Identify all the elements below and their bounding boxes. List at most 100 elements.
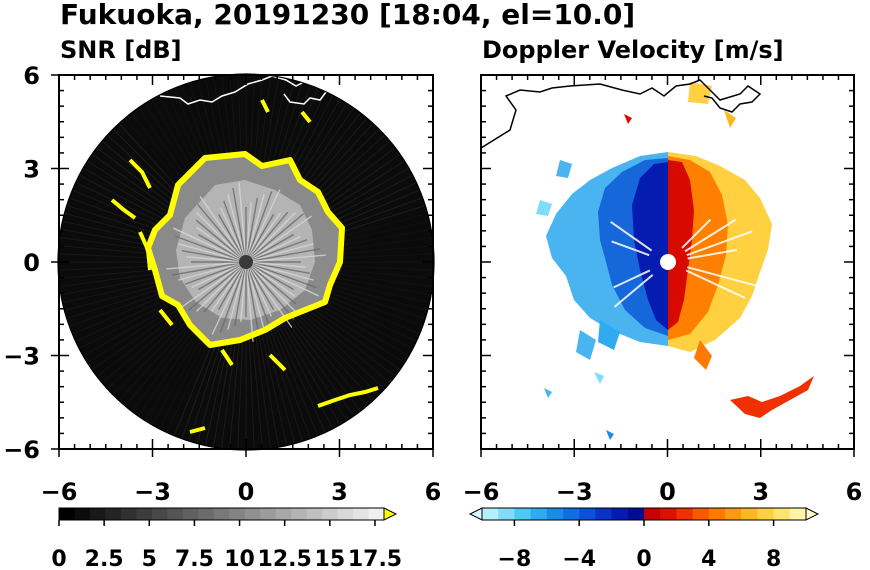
snr-inner-ray: [245, 248, 320, 263]
doppler-colorbar-tick-labels: −8 −4 0 4 8: [498, 547, 782, 570]
snr-inner-ray: [196, 227, 247, 263]
snr-inner-ray: [175, 235, 247, 263]
snr-inner-ray: [180, 261, 247, 309]
snr-inner-ray: [245, 261, 295, 320]
doppler-gap-ray: [687, 266, 761, 288]
snr-colorbar-tick-label: 15: [315, 547, 346, 570]
snr-inner-ray: [245, 261, 269, 324]
snr-y-tick-label: −6: [3, 436, 40, 464]
snr-x-tick-labels: −6 −3 0 3 6: [41, 478, 442, 506]
doppler-colorbar-cell: [725, 508, 742, 520]
snr-colorbar-cell: [182, 508, 199, 520]
snr-inner-ray: [245, 261, 306, 268]
snr-inner-ray: [211, 261, 247, 335]
snr-inner-ray: [232, 188, 247, 263]
snr-inner-ray: [166, 261, 247, 270]
snr-inner-ray: [245, 261, 254, 342]
doppler-coastline: [481, 79, 762, 149]
doppler-gap-ray: [611, 240, 650, 257]
doppler-colorbar-cell: [741, 508, 758, 520]
doppler-colorbar-cell: [563, 508, 580, 520]
doppler-x-tick-label: 6: [846, 478, 863, 506]
snr-colorbar-frame: [58, 507, 385, 521]
snr-inner-ray: [245, 261, 272, 317]
doppler-colorbar-cell: [773, 508, 791, 520]
doppler-colorbar-cell: [676, 508, 694, 520]
snr-colorbar-cell: [136, 508, 153, 520]
doppler-gap-ray: [613, 274, 654, 308]
snr-inner-ray: [220, 207, 247, 263]
snr-inner-ray: [184, 261, 247, 285]
doppler-gap-ray: [686, 230, 753, 257]
snr-inner-ray: [245, 261, 294, 291]
doppler-scattered-echoes: [536, 82, 814, 440]
doppler-colorbar-cell: [789, 508, 807, 520]
doppler-colorbar-cell: [692, 508, 710, 520]
snr-colorbar-tick-label: 0: [51, 547, 66, 570]
doppler-colorbar-cell: [708, 508, 726, 520]
snr-inner-ray: [245, 261, 260, 336]
snr-scattered-echoes: [110, 99, 379, 434]
snr-inner-ray: [234, 261, 247, 327]
snr-colorbar-cell: [229, 508, 246, 520]
doppler-colorbar-cell: [482, 508, 499, 520]
snr-inner-ray: [245, 214, 275, 263]
doppler-colorbar-extend-high: [805, 507, 820, 521]
snr-colorbar-cell: [89, 508, 106, 520]
doppler-colorbar-cell: [757, 508, 775, 520]
snr-inner-ray: [219, 261, 247, 333]
snr-colorbar-cell: [105, 508, 122, 520]
snr-inner-ray: [245, 261, 319, 297]
snr-x-tick-label: 3: [331, 478, 348, 506]
figure-title: Fukuoka, 20191230 [18:04, el=10.0]: [60, 0, 635, 31]
snr-colorbar-tick-label: 2.5: [85, 547, 124, 570]
doppler-colorbar-extend-low: [468, 507, 483, 521]
snr-inner-ray: [172, 261, 247, 276]
snr-colorbar-cell: [275, 508, 292, 520]
snr-inner-ray: [245, 254, 326, 263]
doppler-panel-title: Doppler Velocity [m/s]: [482, 36, 784, 64]
doppler-colorbar-tick-label: 4: [701, 547, 716, 570]
snr-colorbar-tick-label: 12.5: [258, 547, 312, 570]
snr-radar-site: [239, 255, 253, 269]
snr-y-tick-label: 3: [23, 156, 40, 184]
snr-inner-ray: [196, 261, 247, 312]
snr-inner-ray: [198, 261, 247, 291]
snr-colorbar-cell: [322, 508, 339, 520]
snr-x-tick-label: −3: [134, 478, 171, 506]
snr-inner-ray: [199, 196, 247, 263]
doppler-colorbar-cell: [498, 508, 515, 520]
snr-inner-ray: [173, 227, 247, 263]
doppler-x-tick-label: 3: [752, 478, 769, 506]
snr-inner-ray: [245, 243, 314, 263]
snr-echo-disk: [59, 75, 433, 449]
snr-inner-ray: [227, 194, 247, 263]
snr-inner-ray: [191, 261, 247, 288]
doppler-colorbar-cell: [595, 508, 613, 520]
snr-colorbar-cell: [167, 508, 184, 520]
snr-x-tick-label: 0: [238, 478, 255, 506]
snr-inner-ray: [245, 215, 312, 263]
snr-colorbar-cell: [213, 508, 230, 520]
snr-inner-ray: [196, 212, 247, 263]
doppler-x-tick-label: 0: [659, 478, 676, 506]
snr-inner-ray: [211, 261, 247, 312]
doppler-gap-ray: [684, 218, 737, 253]
snr-inner-ray: [186, 256, 247, 263]
snr-colorbar: [58, 507, 398, 526]
doppler-x-tick-label: −6: [463, 478, 500, 506]
snr-axis-ticks: [51, 74, 434, 457]
snr-colorbar-extend-high: [383, 507, 398, 521]
snr-colorbar-cell: [74, 508, 91, 520]
snr-inner-ray: [245, 213, 304, 263]
snr-colorbar-cell: [120, 508, 137, 520]
doppler-axis-ticks: [480, 74, 855, 457]
doppler-radar-site: [660, 254, 676, 270]
snr-coastline: [159, 75, 328, 105]
snr-inner-ray: [245, 233, 294, 263]
snr-inner-rays: [166, 182, 326, 342]
snr-inner-ray: [240, 261, 247, 322]
doppler-x-tick-labels: −6 −3 0 3 6: [463, 478, 863, 506]
doppler-echo-field: [536, 82, 814, 440]
snr-inner-ray: [245, 191, 273, 263]
